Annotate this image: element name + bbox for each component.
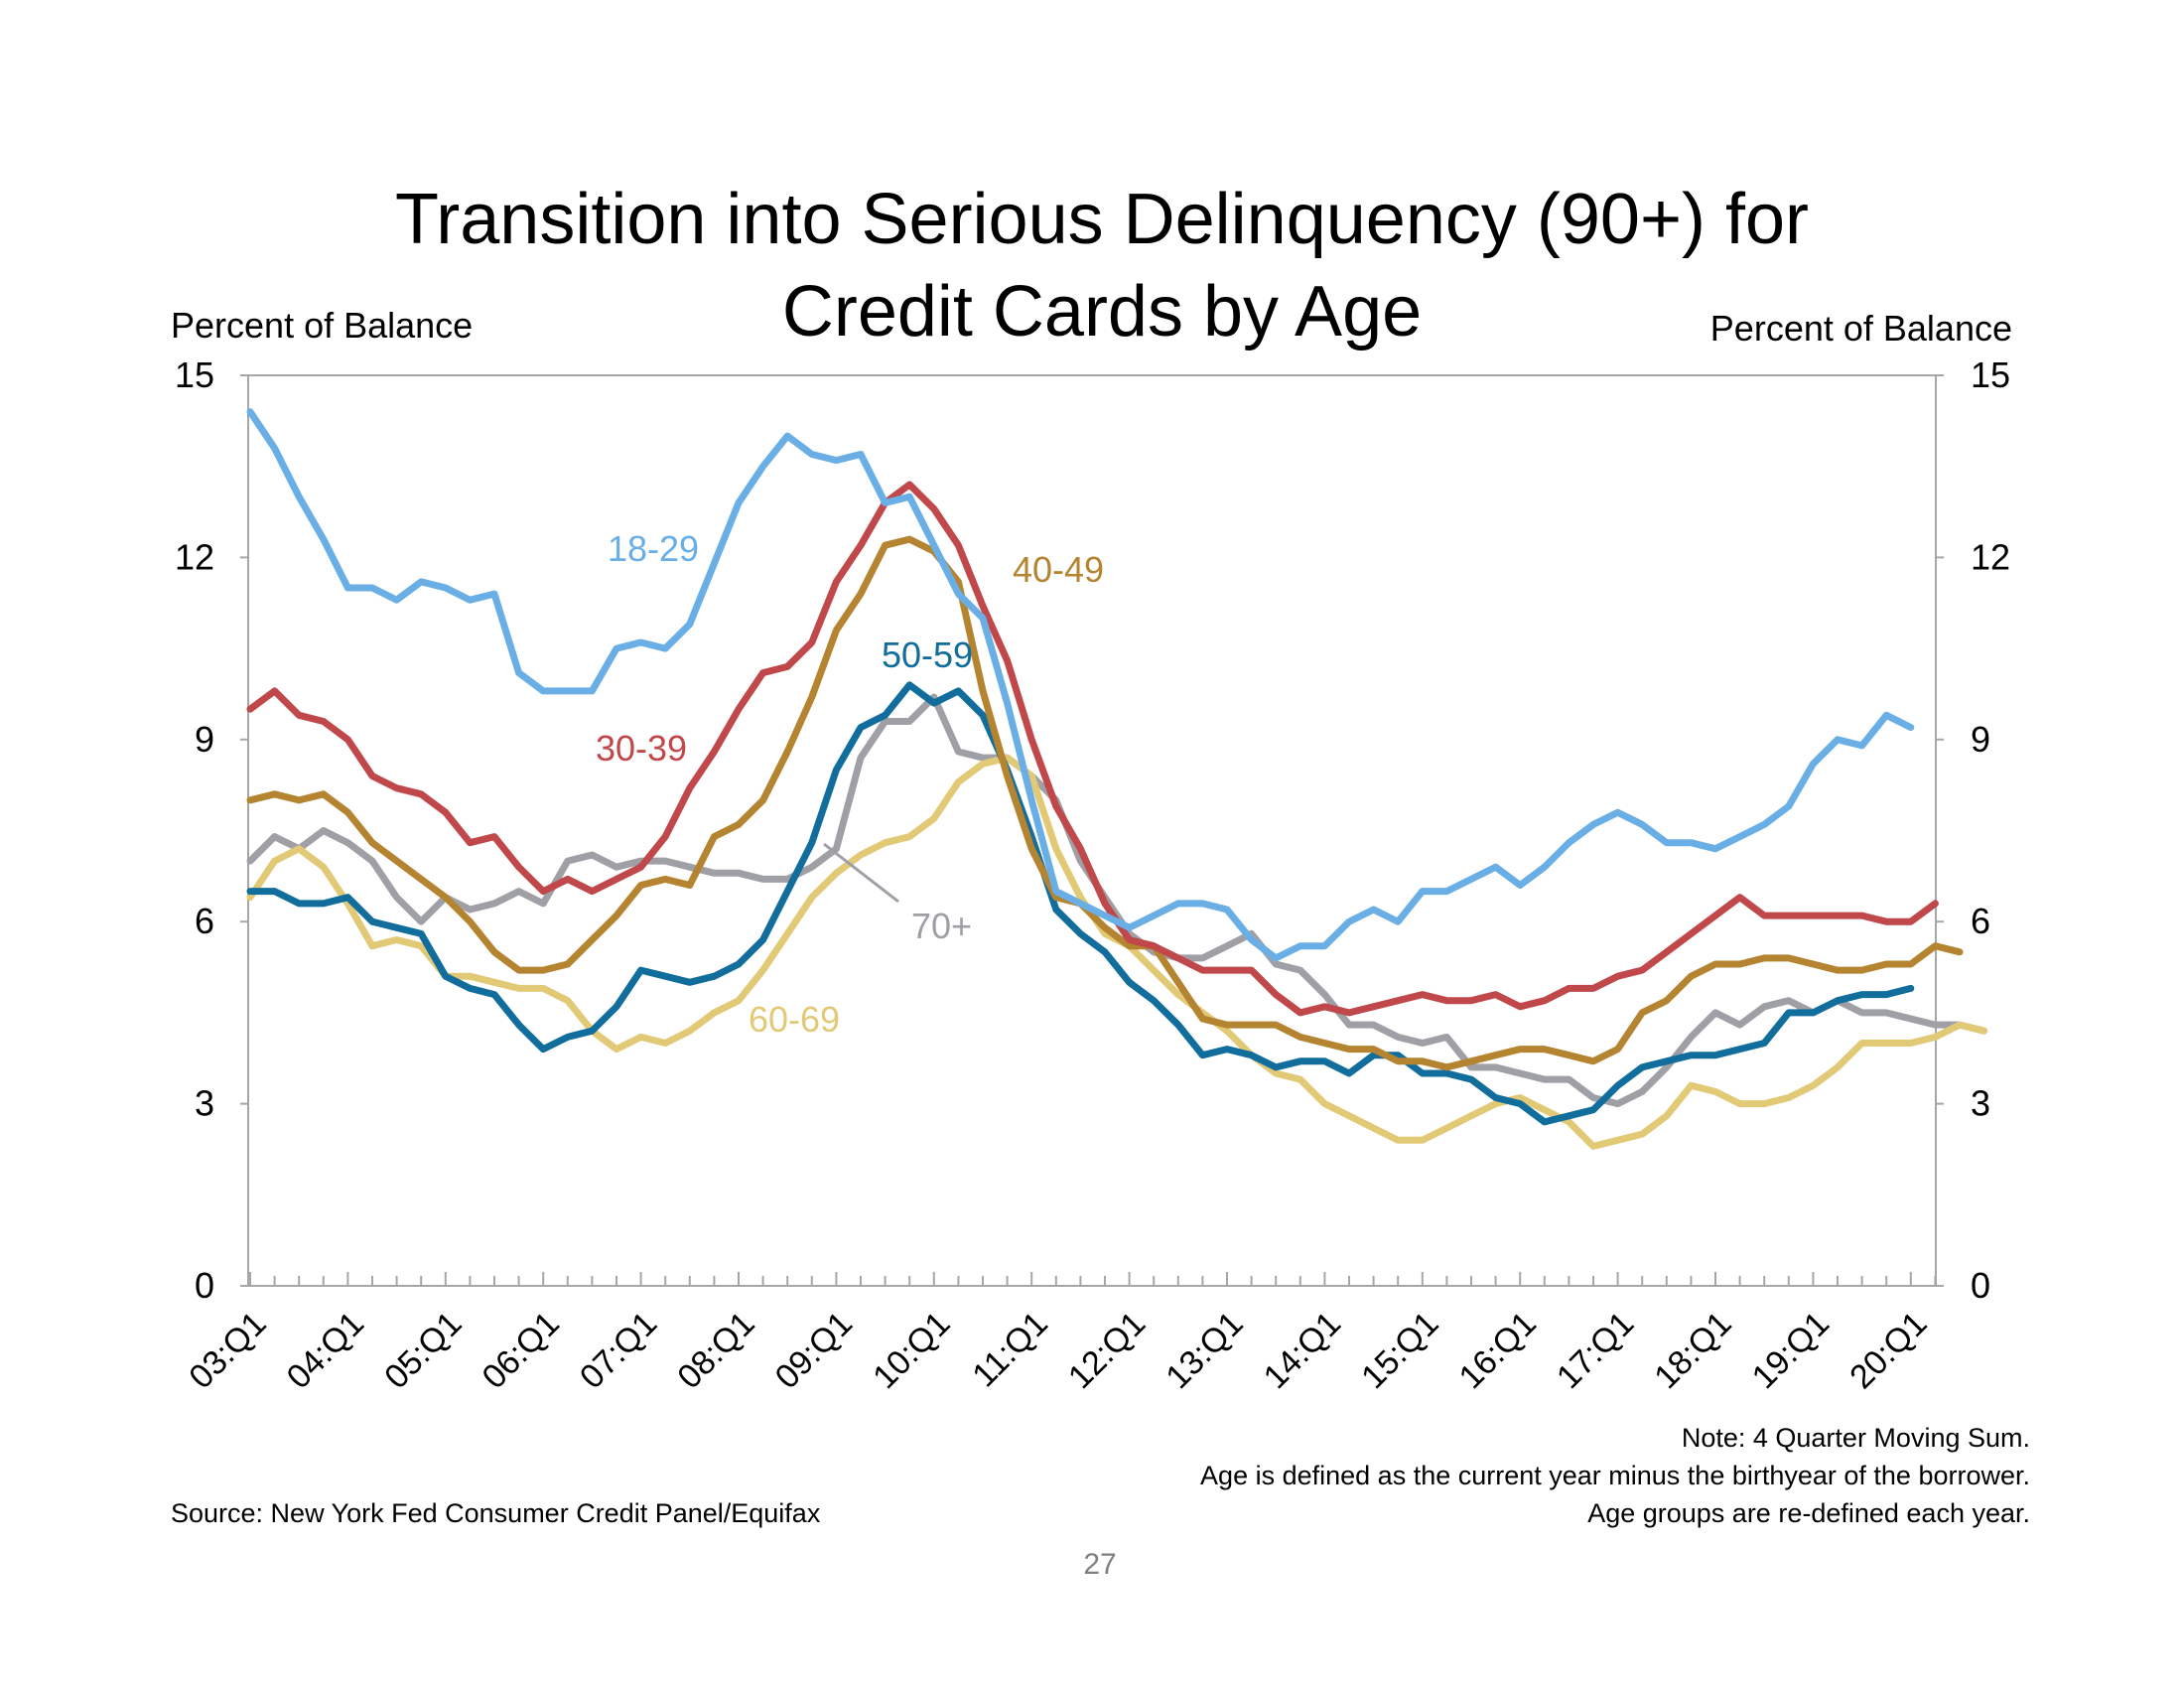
series-label-50-59: 50-59 <box>882 634 973 675</box>
chart-title-line-2: Credit Cards by Age <box>782 272 1422 352</box>
x-tick-label: 20:Q1 <box>1843 1305 1934 1396</box>
x-tick-label: 09:Q1 <box>768 1305 860 1396</box>
source-note: Source: New York Fed Consumer Credit Pan… <box>171 1498 821 1528</box>
y-tick-label-right: 15 <box>1971 354 2010 395</box>
plot-area-frame <box>247 374 1937 1287</box>
y-tick-label-left: 3 <box>195 1083 214 1124</box>
y-axis-right-ticks: 0 3 6 9 12 15 <box>1936 354 2010 1306</box>
series-line-50-59 <box>246 681 1915 1126</box>
y-tick-label-left: 6 <box>195 901 214 941</box>
x-axis-ticks: 03:Q1 04:Q1 05:Q1 06:Q1 07:Q1 08:Q1 09:Q1 10:Q1… <box>182 1272 1937 1396</box>
series-label-18-29: 18-29 <box>608 528 699 569</box>
x-tick-label: 05:Q1 <box>377 1305 469 1396</box>
y-tick-label-left: 15 <box>175 354 214 395</box>
x-tick-label: 12:Q1 <box>1061 1305 1153 1396</box>
x-tick-label: 19:Q1 <box>1745 1305 1837 1396</box>
x-tick-label: 18:Q1 <box>1647 1305 1738 1396</box>
x-tick-label: 03:Q1 <box>182 1305 273 1396</box>
series-label-70plus-leader <box>823 842 899 904</box>
x-tick-label: 14:Q1 <box>1257 1305 1348 1396</box>
y-tick-label-right: 3 <box>1971 1083 1990 1124</box>
page-number: 27 <box>1083 1548 1116 1581</box>
series-line-30-39 <box>246 481 1939 1017</box>
x-tick-label: 17:Q1 <box>1550 1305 1641 1396</box>
series-lines <box>246 408 1988 1150</box>
x-tick-label: 15:Q1 <box>1354 1305 1445 1396</box>
series-line-18-29 <box>246 408 1915 962</box>
x-tick-label: 08:Q1 <box>670 1305 761 1396</box>
series-line-60-69 <box>246 754 1988 1150</box>
series-line-70plus <box>246 693 1988 1108</box>
series-label-30-39: 30-39 <box>596 728 687 769</box>
y-tick-label-left: 0 <box>195 1265 214 1306</box>
y-tick-label-right: 9 <box>1971 719 1990 760</box>
y-tick-label-right: 6 <box>1971 901 1990 941</box>
series-label-60-69: 60-69 <box>749 999 840 1040</box>
y-axis-left-ticks: 0 3 6 9 12 15 <box>175 354 248 1306</box>
y-axis-left-label: Percent of Balance <box>171 305 473 346</box>
note-line-2: Age is defined as the current year minus… <box>1200 1461 2030 1490</box>
chart-title-line-1: Transition into Serious Delinquency (90+… <box>395 180 1809 259</box>
y-tick-label-right: 0 <box>1971 1265 1990 1306</box>
y-tick-label-left: 12 <box>175 536 214 577</box>
series-line-40-49 <box>246 535 1964 1071</box>
series-label-40-49: 40-49 <box>1013 549 1104 590</box>
note-line-1: Note: 4 Quarter Moving Sum. <box>1682 1423 2030 1453</box>
y-axis-right-label: Percent of Balance <box>1710 308 2012 349</box>
note-line-3: Age groups are re-defined each year. <box>1587 1498 2030 1528</box>
x-tick-label: 10:Q1 <box>866 1305 957 1396</box>
y-tick-label-right: 12 <box>1971 536 2010 577</box>
x-tick-label: 16:Q1 <box>1452 1305 1544 1396</box>
x-tick-label: 13:Q1 <box>1159 1305 1250 1396</box>
x-tick-label: 07:Q1 <box>573 1305 664 1396</box>
series-label-70plus: 70+ <box>911 906 972 946</box>
y-tick-label-left: 9 <box>195 719 214 760</box>
x-tick-label: 04:Q1 <box>280 1305 371 1396</box>
x-tick-label: 06:Q1 <box>476 1305 567 1396</box>
x-tick-label: 11:Q1 <box>965 1305 1055 1395</box>
